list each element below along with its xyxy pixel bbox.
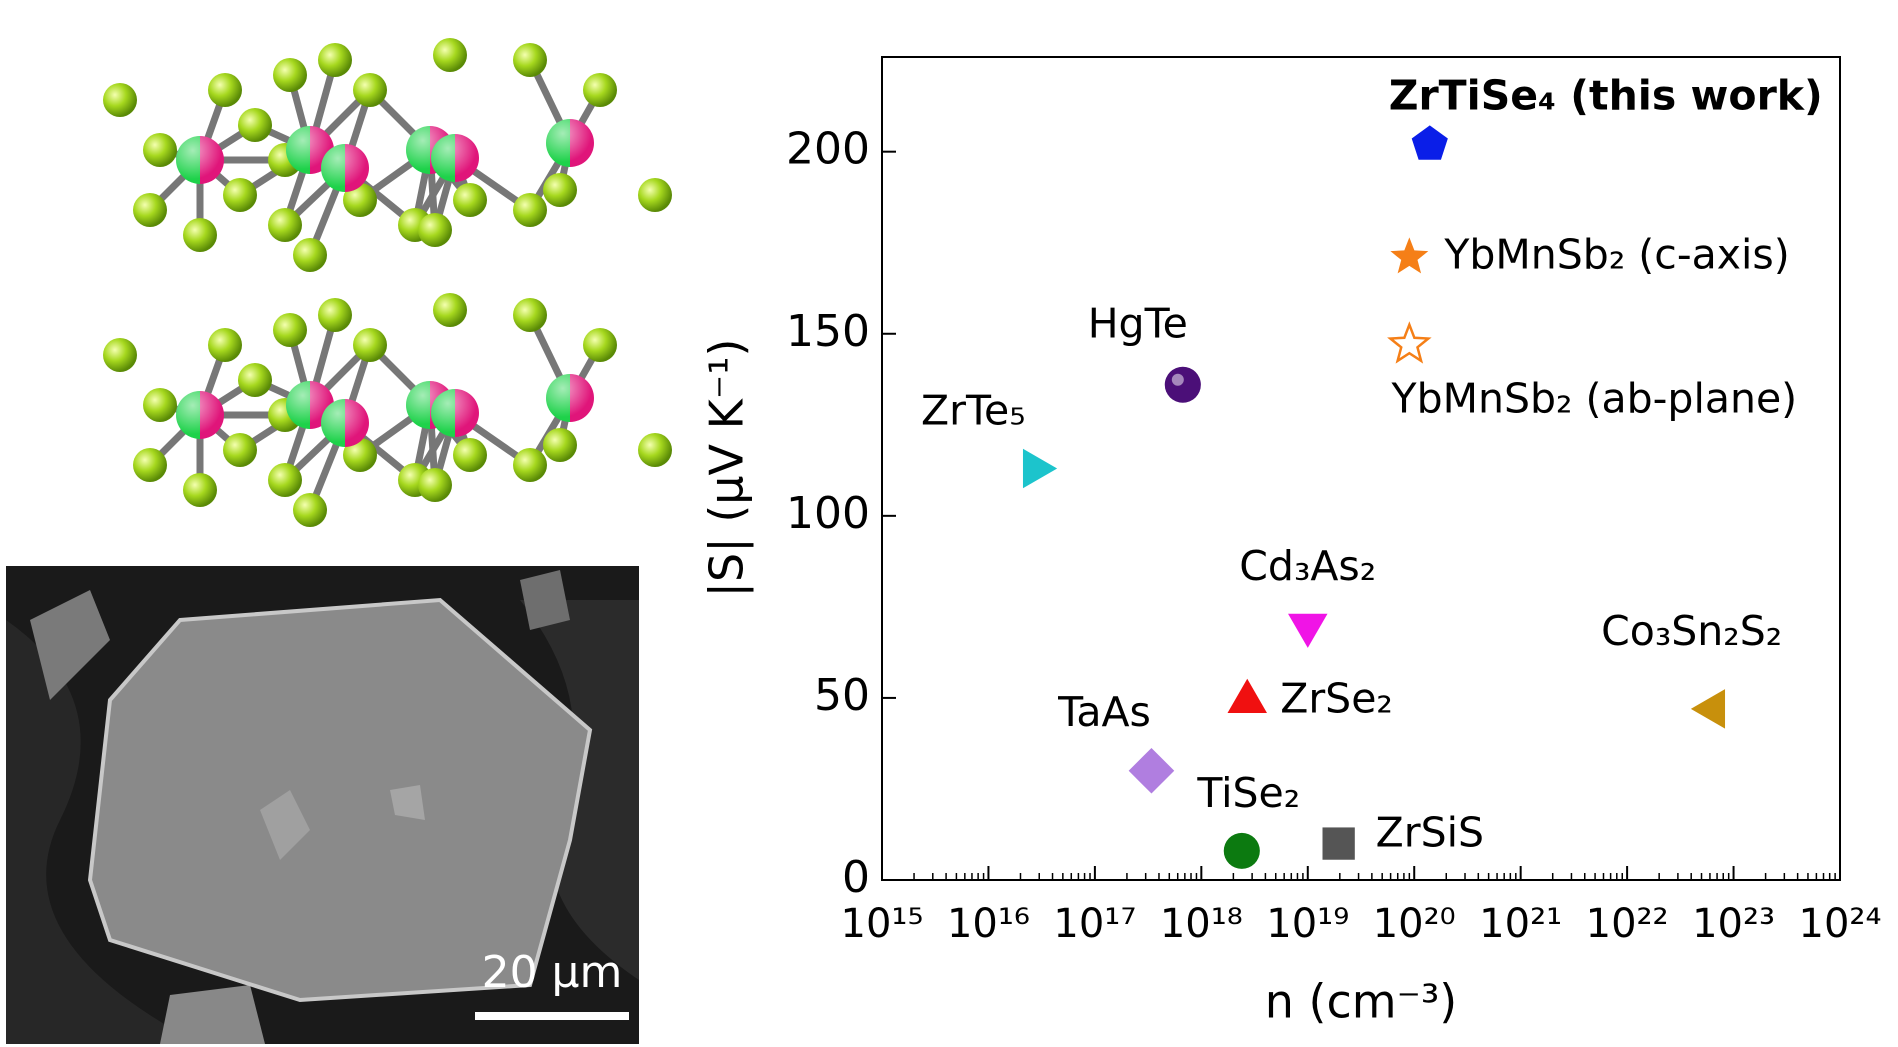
atom <box>433 293 467 327</box>
atom <box>273 313 307 347</box>
atom <box>133 448 167 482</box>
atom <box>293 238 327 272</box>
marker <box>1164 366 1201 403</box>
atom <box>638 178 672 212</box>
marker <box>1223 832 1260 869</box>
y-tick-label: 200 <box>786 124 870 175</box>
y-tick-label: 150 <box>786 306 870 357</box>
atom <box>318 43 352 77</box>
atom <box>183 218 217 252</box>
atom <box>583 328 617 362</box>
metal-shine <box>176 391 224 439</box>
x-tick-label: 10²⁰ <box>1373 901 1456 947</box>
atom <box>143 133 177 167</box>
metal-shine <box>431 389 479 437</box>
atom <box>543 173 577 207</box>
atom <box>223 178 257 212</box>
atom <box>103 338 137 372</box>
point-label: YbMnSb₂ (c-axis) <box>1443 230 1789 278</box>
marker <box>1690 689 1726 729</box>
atom <box>343 183 377 217</box>
atom <box>208 73 242 107</box>
atom <box>133 193 167 227</box>
marker <box>1411 125 1448 160</box>
x-tick-label: 10²⁴ <box>1799 901 1882 947</box>
point-label: TiSe₂ <box>1196 769 1300 817</box>
x-tick-label: 10²¹ <box>1479 901 1562 947</box>
point-label: Cd₃As₂ <box>1239 542 1376 590</box>
atom <box>318 298 352 332</box>
scale-bar-label: 20 µm <box>482 947 623 998</box>
marker <box>1227 678 1267 713</box>
atom <box>543 428 577 462</box>
metal-shine <box>431 134 479 182</box>
metal-shine <box>321 144 369 192</box>
point-label: ZrSe₂ <box>1280 675 1393 723</box>
point-label: TaAs <box>1057 688 1151 736</box>
atom <box>143 388 177 422</box>
atom <box>453 183 487 217</box>
atom <box>238 363 272 397</box>
atom <box>268 208 302 242</box>
metal-shine <box>546 374 594 422</box>
atom <box>273 58 307 92</box>
atom <box>183 473 217 507</box>
y-tick-label: 0 <box>842 852 870 903</box>
x-tick-label: 10¹⁶ <box>947 901 1030 947</box>
atom <box>583 73 617 107</box>
y-tick-label: 100 <box>786 488 870 539</box>
point-label: Co₃Sn₂S₂ <box>1601 607 1782 655</box>
metal-shine <box>321 399 369 447</box>
atom <box>343 438 377 472</box>
marker <box>1322 827 1355 860</box>
x-tick-label: 10¹⁵ <box>841 901 924 947</box>
x-tick-label: 10¹⁹ <box>1266 901 1349 947</box>
point-label: ZrSiS <box>1376 809 1484 857</box>
metal-shine <box>546 119 594 167</box>
x-axis-label: n (cm⁻³) <box>1265 975 1458 1029</box>
marker <box>1128 747 1175 794</box>
y-axis-label: |S| (μV K⁻¹) <box>700 339 755 598</box>
point-label: HgTe <box>1088 300 1188 348</box>
atom <box>293 493 327 527</box>
atom <box>268 463 302 497</box>
marker <box>1288 613 1328 648</box>
x-tick-label: 10²² <box>1586 901 1669 947</box>
atom <box>418 213 452 247</box>
marker <box>1387 321 1432 364</box>
x-tick-label: 10¹⁸ <box>1160 901 1243 947</box>
atom <box>433 38 467 72</box>
sem-image: 20 µm <box>6 566 639 1044</box>
marker <box>1022 448 1058 489</box>
atom <box>513 193 547 227</box>
atom <box>353 328 387 362</box>
atom <box>418 468 452 502</box>
marker <box>1390 237 1429 274</box>
metal-shine <box>176 136 224 184</box>
x-tick-label: 10²³ <box>1692 901 1775 947</box>
atom <box>208 328 242 362</box>
point-label: ZrTiSe₄ (this work) <box>1389 71 1823 119</box>
atom <box>513 298 547 332</box>
atom <box>638 433 672 467</box>
atom <box>513 448 547 482</box>
atom <box>238 108 272 142</box>
atom <box>223 433 257 467</box>
point-label: YbMnSb₂ (ab-plane) <box>1391 375 1798 423</box>
atom <box>513 43 547 77</box>
x-tick-label: 10¹⁷ <box>1053 901 1136 947</box>
point-label: ZrTe₅ <box>921 387 1026 435</box>
crystal-structure <box>103 38 672 527</box>
y-tick-label: 50 <box>814 670 870 721</box>
atom <box>103 83 137 117</box>
marker-shine <box>1171 373 1184 386</box>
atom <box>353 73 387 107</box>
atom <box>453 438 487 472</box>
plot-frame <box>881 56 1841 881</box>
